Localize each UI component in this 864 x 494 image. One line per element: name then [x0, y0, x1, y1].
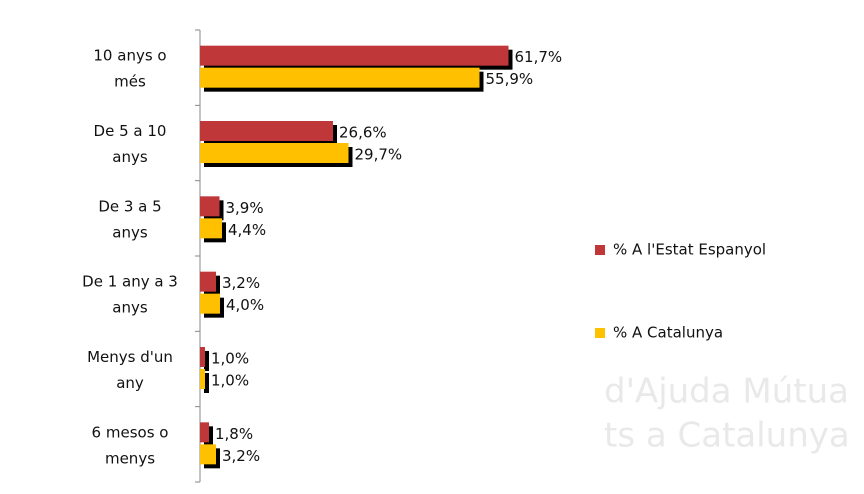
label-line: De 5 a 10 — [94, 122, 167, 140]
label-line: anys — [112, 223, 148, 241]
bar — [200, 218, 222, 239]
label-line: anys — [112, 148, 148, 166]
data-label: 1,0% — [211, 372, 249, 390]
bar — [200, 347, 205, 367]
legend-swatch — [595, 328, 605, 338]
data-label: 1,0% — [211, 350, 249, 368]
label-line: De 1 any a 3 — [82, 272, 178, 290]
data-label: 55,9% — [486, 70, 534, 88]
y-tick-label: 10 anys o més — [93, 46, 166, 90]
data-label: 26,6% — [339, 124, 387, 142]
legend-label: % A Catalunya — [613, 324, 723, 342]
bar — [200, 369, 205, 389]
bar — [200, 293, 220, 314]
bar — [200, 271, 216, 292]
label-line: any — [116, 374, 144, 392]
y-tick-label: Menys d'un any — [87, 348, 173, 392]
data-label: 3,9% — [226, 199, 264, 217]
label-line: 6 mesos o — [92, 423, 169, 441]
bar — [200, 67, 480, 88]
y-tick-label: De 1 any a 3 anys — [82, 272, 178, 316]
data-label: 1,8% — [215, 425, 253, 443]
data-label: 61,7% — [515, 48, 563, 66]
y-tick-label: De 5 a 10 anys — [94, 122, 167, 166]
label-line: 10 anys o — [93, 46, 166, 64]
data-label: 4,4% — [228, 221, 266, 239]
bar — [200, 143, 349, 163]
bar — [200, 196, 220, 217]
bar-shadow — [204, 373, 209, 393]
label-line: De 3 a 5 — [98, 197, 161, 215]
bar — [200, 422, 209, 443]
label-line: Menys d'un — [87, 348, 173, 366]
legend-swatch — [595, 245, 605, 255]
bar — [200, 444, 216, 465]
bar — [200, 45, 509, 66]
data-label: 3,2% — [222, 274, 260, 292]
data-label: 4,0% — [226, 296, 264, 314]
legend-label: % A l'Estat Espanyol — [613, 241, 766, 259]
watermark: ts a Catalunya — [604, 416, 850, 456]
y-tick-label: 6 mesos o menys — [92, 423, 169, 467]
bar-shadow — [204, 351, 209, 371]
label-line: més — [114, 72, 146, 90]
y-tick-label: De 3 a 5 anys — [98, 197, 161, 241]
watermark: d'Ajuda Mútua — [604, 372, 849, 412]
label-line: menys — [105, 449, 155, 467]
data-label: 3,2% — [222, 447, 260, 465]
label-line: anys — [112, 298, 148, 316]
bar — [200, 121, 333, 141]
data-label: 29,7% — [355, 146, 403, 164]
